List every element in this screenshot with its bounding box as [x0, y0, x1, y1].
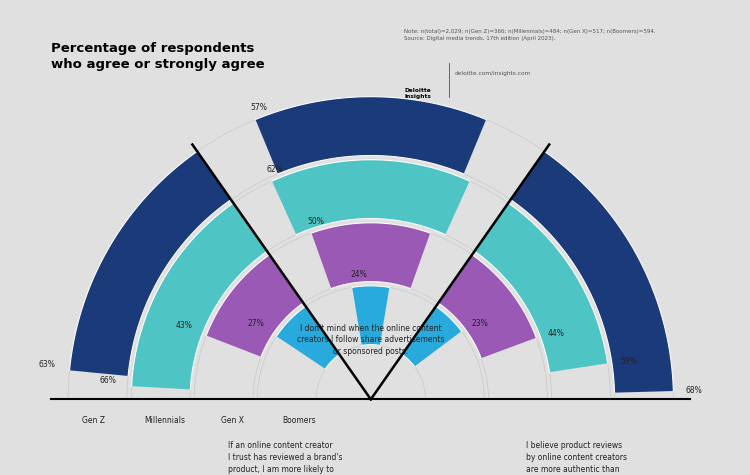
Polygon shape	[352, 286, 389, 345]
Text: Note: n(total)=2,029; n(Gen Z)=366; n(Millennials)=484; n(Gen X)=517; n(Boomers): Note: n(total)=2,029; n(Gen Z)=366; n(Mi…	[404, 29, 656, 41]
Polygon shape	[131, 203, 267, 390]
Text: Percentage of respondents
who agree or strongly agree: Percentage of respondents who agree or s…	[51, 42, 265, 70]
Text: deloitte.com/insights.com: deloitte.com/insights.com	[454, 71, 531, 76]
Text: 44%: 44%	[548, 329, 565, 338]
Polygon shape	[402, 306, 461, 367]
Polygon shape	[70, 152, 231, 376]
Polygon shape	[277, 306, 340, 369]
Text: 27%: 27%	[248, 319, 264, 328]
Polygon shape	[256, 97, 486, 174]
Text: I don't mind when the online content
creators I follow share advertisements
or s: I don't mind when the online content cre…	[297, 323, 445, 356]
Polygon shape	[511, 152, 674, 393]
Text: Gen Z: Gen Z	[82, 416, 105, 425]
Text: 62%: 62%	[267, 165, 284, 174]
Text: 68%: 68%	[686, 386, 703, 395]
Text: I believe product reviews
by online content creators
are more authentic than
bra: I believe product reviews by online cont…	[526, 441, 627, 475]
Text: 24%: 24%	[350, 270, 367, 279]
Text: 50%: 50%	[308, 217, 324, 226]
Polygon shape	[311, 223, 430, 288]
Text: 59%: 59%	[620, 357, 637, 366]
Polygon shape	[206, 255, 303, 357]
Text: 43%: 43%	[176, 321, 193, 330]
Text: Gen X: Gen X	[220, 416, 244, 425]
Text: Boomers: Boomers	[283, 416, 316, 425]
Text: If an online content creator
I trust has reviewed a brand's
product, I am more l: If an online content creator I trust has…	[228, 441, 343, 475]
Polygon shape	[272, 160, 470, 235]
Text: 63%: 63%	[38, 360, 55, 369]
Text: Deloitte
Insights: Deloitte Insights	[404, 88, 431, 99]
Text: 57%: 57%	[251, 104, 268, 113]
Polygon shape	[475, 203, 608, 372]
Text: Millennials: Millennials	[144, 416, 185, 425]
Text: 23%: 23%	[472, 319, 488, 328]
Polygon shape	[438, 255, 536, 358]
Text: 66%: 66%	[100, 376, 117, 385]
